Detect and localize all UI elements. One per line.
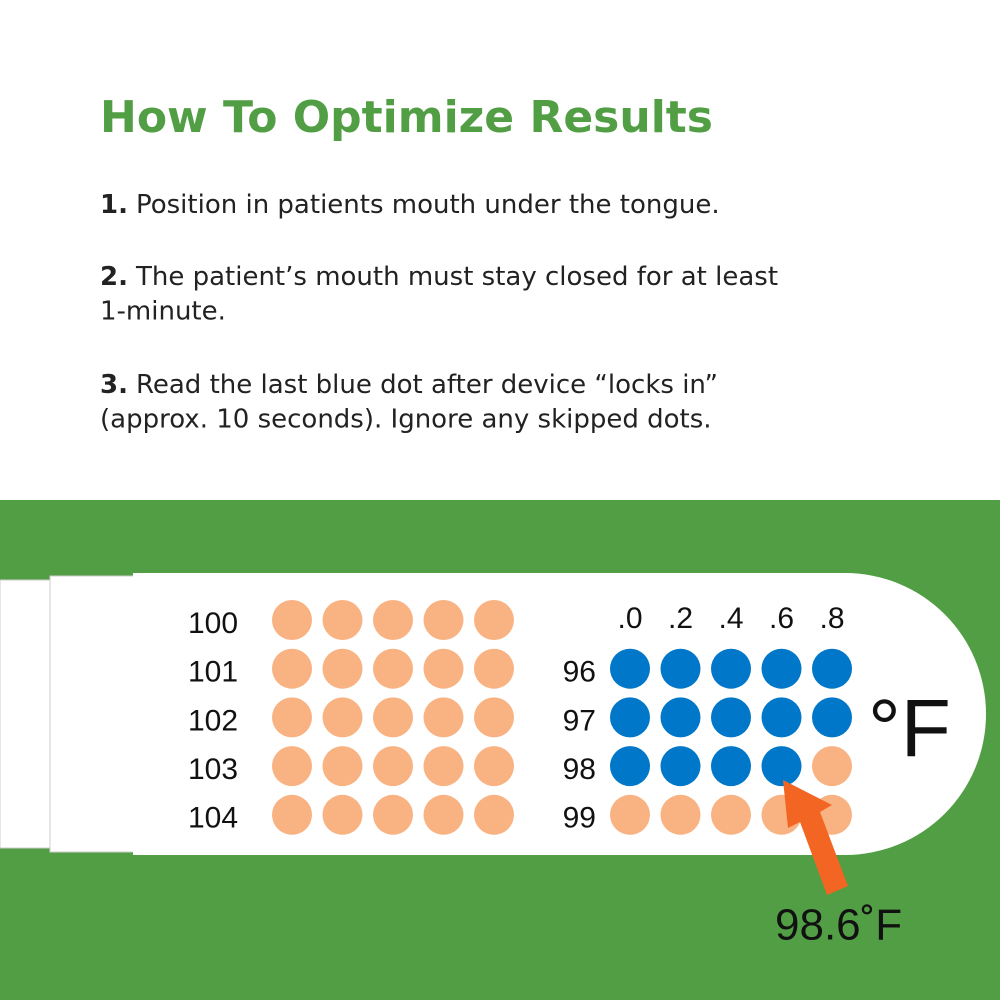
step-line: (approx. 10 seconds). Ignore any skipped…	[100, 405, 712, 435]
dot	[660, 648, 701, 689]
dot	[660, 794, 701, 835]
step-text: The patient’s mouth must stay closed for…	[135, 262, 778, 292]
dot	[322, 794, 363, 835]
dot	[322, 746, 363, 787]
row-label: 100	[188, 607, 238, 640]
row-label: 98	[563, 753, 596, 786]
row-label: 99	[563, 802, 596, 835]
column-label: .4	[718, 602, 743, 635]
dot	[610, 697, 650, 738]
dot	[610, 794, 650, 835]
dot	[474, 600, 514, 640]
dot	[373, 600, 413, 640]
strip	[133, 573, 986, 855]
column-label: .2	[668, 602, 693, 635]
dot	[711, 648, 751, 689]
tip	[0, 579, 51, 849]
dot	[711, 746, 751, 787]
dot	[660, 697, 701, 738]
step-number: 1.	[100, 190, 128, 220]
row-label: 96	[563, 656, 596, 689]
step-number: 2.	[100, 262, 128, 292]
dot	[423, 697, 464, 738]
step-number: 3.	[100, 370, 128, 400]
dot	[812, 648, 852, 689]
step-line: 2. The patient’s mouth must stay closed f…	[100, 262, 778, 292]
dot	[423, 648, 464, 689]
dot	[373, 746, 413, 787]
dot	[761, 648, 802, 689]
dot	[761, 697, 802, 738]
title: How To Optimize Results	[100, 92, 713, 143]
step-line: 1-minute.	[100, 297, 226, 327]
dot	[373, 697, 413, 738]
dot	[660, 746, 701, 787]
dot	[474, 746, 514, 787]
dot	[373, 648, 413, 689]
dot	[322, 697, 363, 738]
dot	[423, 600, 464, 640]
dot	[711, 697, 751, 738]
steps: 1. Position in patients mouth under the t…	[100, 190, 778, 435]
arrow	[783, 780, 848, 895]
dot	[373, 794, 413, 835]
dot	[272, 648, 312, 689]
dot	[761, 746, 802, 787]
dot	[423, 794, 464, 835]
row-label: 102	[188, 704, 238, 737]
dot	[812, 746, 852, 787]
column-label: .0	[617, 602, 642, 635]
unit: °F	[868, 684, 951, 775]
dot	[423, 746, 464, 787]
dot	[272, 794, 312, 835]
step-line: 1. Position in patients mouth under the t…	[100, 190, 720, 220]
row-label: 97	[563, 704, 596, 737]
top-panel	[0, 0, 1000, 500]
row-label: 103	[188, 753, 238, 786]
dot	[272, 697, 312, 738]
step-text: Read the last blue dot after device “loc…	[136, 370, 718, 400]
column-label: .6	[769, 602, 794, 635]
dot-grid: 100 101 102 103 104 .0 .2 .4 .6 .8 96 97 98 99	[188, 600, 852, 835]
row-label: 104	[188, 802, 238, 835]
dot	[322, 648, 363, 689]
dot	[711, 794, 751, 835]
step-text: Position in patients mouth under the ton…	[136, 190, 720, 220]
dot	[272, 746, 312, 787]
dot	[272, 600, 312, 640]
dot	[322, 600, 363, 640]
dot	[474, 648, 514, 689]
reading: 98.6˚F	[775, 901, 902, 950]
step-line: 3. Read the last blue dot after device “l…	[100, 370, 718, 400]
dot	[812, 697, 852, 738]
dot	[610, 648, 650, 689]
dot	[610, 746, 650, 787]
row-label: 101	[188, 656, 238, 689]
neck	[49, 575, 135, 853]
column-label: .8	[819, 602, 844, 635]
dot	[474, 697, 514, 738]
dot	[474, 794, 514, 835]
